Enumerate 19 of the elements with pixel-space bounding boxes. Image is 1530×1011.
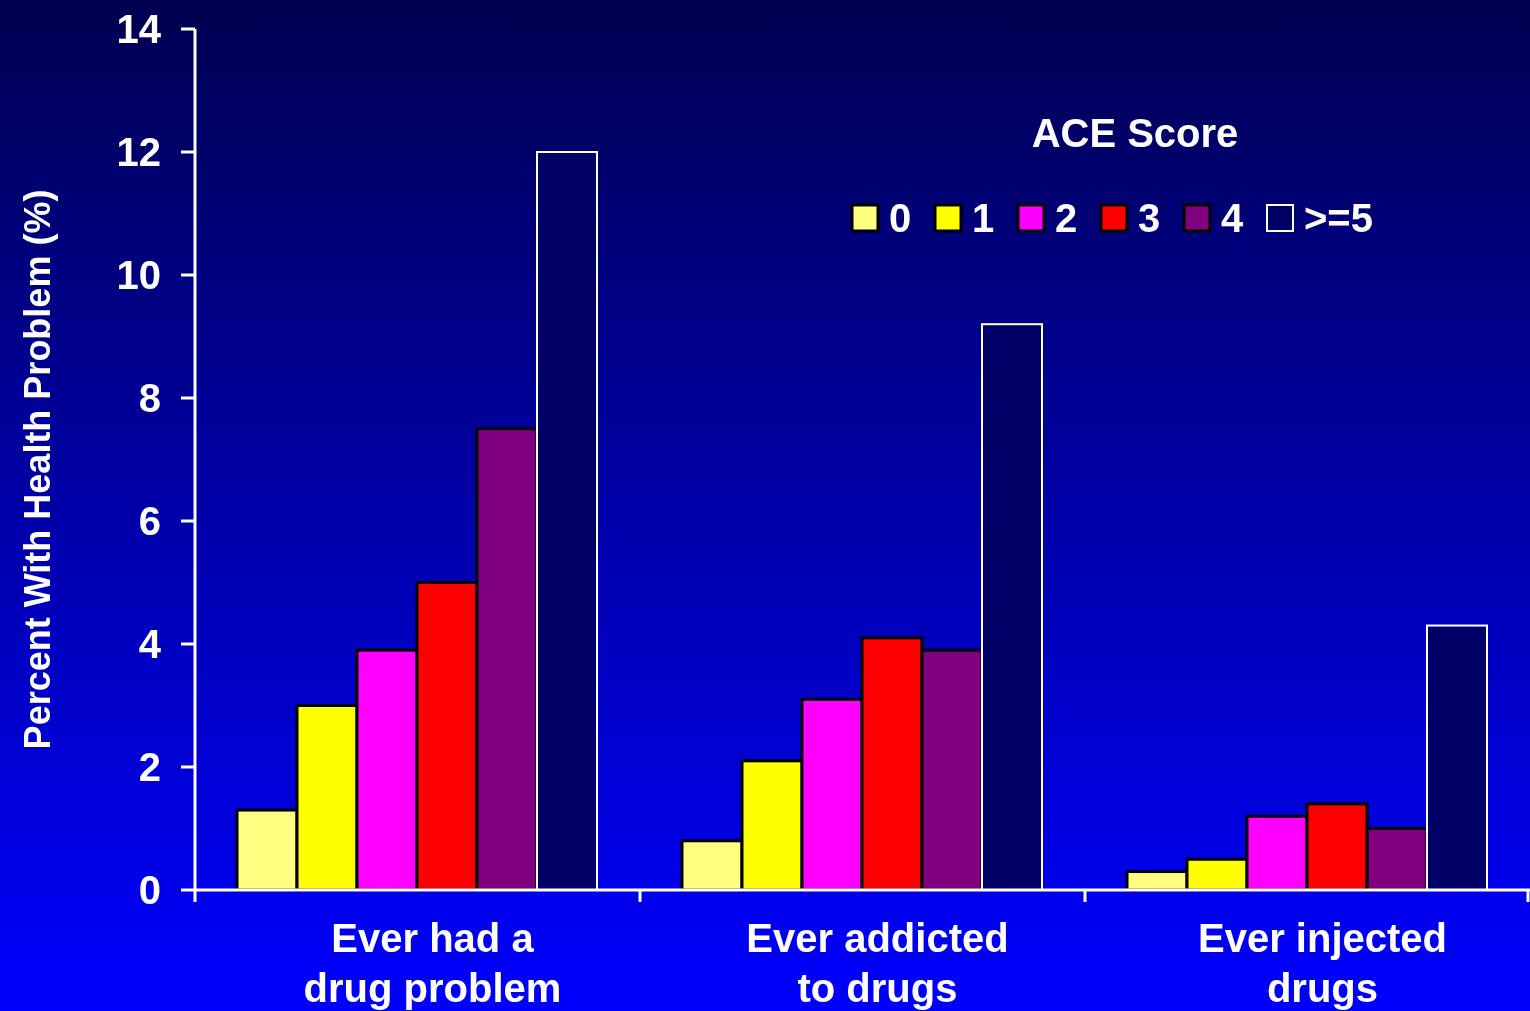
- legend-label: >=5: [1304, 196, 1373, 240]
- legend-label: 0: [889, 196, 912, 240]
- legend-label: 4: [1221, 196, 1244, 240]
- y-tick-label: 0: [138, 868, 161, 912]
- y-tick-label: 6: [138, 499, 161, 543]
- y-tick-label: 4: [138, 622, 162, 666]
- x-tick-label: Ever addicted to drugs: [746, 916, 1009, 1010]
- x-tick-label: Ever injected drugs: [1197, 916, 1448, 1010]
- y-tick-label: 8: [138, 376, 161, 420]
- legend-label: 1: [972, 196, 995, 240]
- legend-label: 3: [1138, 196, 1161, 240]
- y-tick-label: 2: [138, 745, 161, 789]
- y-tick-label: 12: [116, 130, 161, 174]
- y-tick-label: 10: [116, 253, 161, 297]
- legend-title: ACE Score: [1031, 111, 1239, 155]
- y-tick-label: 14: [116, 7, 162, 51]
- x-tick-label: Ever had a drug problem: [303, 916, 562, 1010]
- legend-label: 2: [1055, 196, 1078, 240]
- y-axis-title: Percent With Health Problem (%): [17, 189, 58, 750]
